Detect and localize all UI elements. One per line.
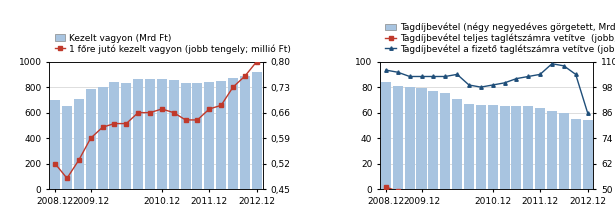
Legend: Tagdíjbevétel (négy negyedéves görgetett, Mrd Ft), Tagdíjbevétel teljes taglétsz: Tagdíjbevétel (négy negyedéves görgetett… [384, 22, 615, 55]
Bar [252, 72, 262, 189]
Bar [535, 108, 545, 189]
Bar [393, 86, 403, 189]
Bar [499, 106, 510, 189]
Bar [488, 105, 498, 189]
Bar [145, 79, 155, 189]
Bar [381, 82, 391, 189]
Bar [98, 87, 108, 189]
Bar [74, 99, 84, 189]
Bar [50, 100, 60, 189]
Bar [464, 104, 474, 189]
Bar [452, 99, 462, 189]
Bar [416, 88, 427, 189]
Bar [121, 83, 132, 189]
Bar [523, 106, 533, 189]
Bar [85, 89, 96, 189]
Bar [181, 83, 191, 189]
Bar [169, 80, 179, 189]
Bar [571, 119, 581, 189]
Bar [109, 82, 119, 189]
Bar [440, 94, 450, 189]
Legend: Kezelt vagyon (Mrd Ft), 1 főre jutó kezelt vagyon (jobb tengely; millió Ft): Kezelt vagyon (Mrd Ft), 1 főre jutó keze… [54, 33, 292, 55]
Bar [429, 91, 438, 189]
Bar [192, 83, 202, 189]
Bar [216, 81, 226, 189]
Bar [228, 78, 238, 189]
Bar [157, 79, 167, 189]
Bar [240, 76, 250, 189]
Bar [582, 120, 593, 189]
Bar [405, 87, 415, 189]
Bar [559, 113, 569, 189]
Bar [476, 105, 486, 189]
Bar [511, 106, 522, 189]
Bar [133, 79, 143, 189]
Bar [547, 111, 557, 189]
Bar [204, 82, 214, 189]
Bar [62, 106, 72, 189]
